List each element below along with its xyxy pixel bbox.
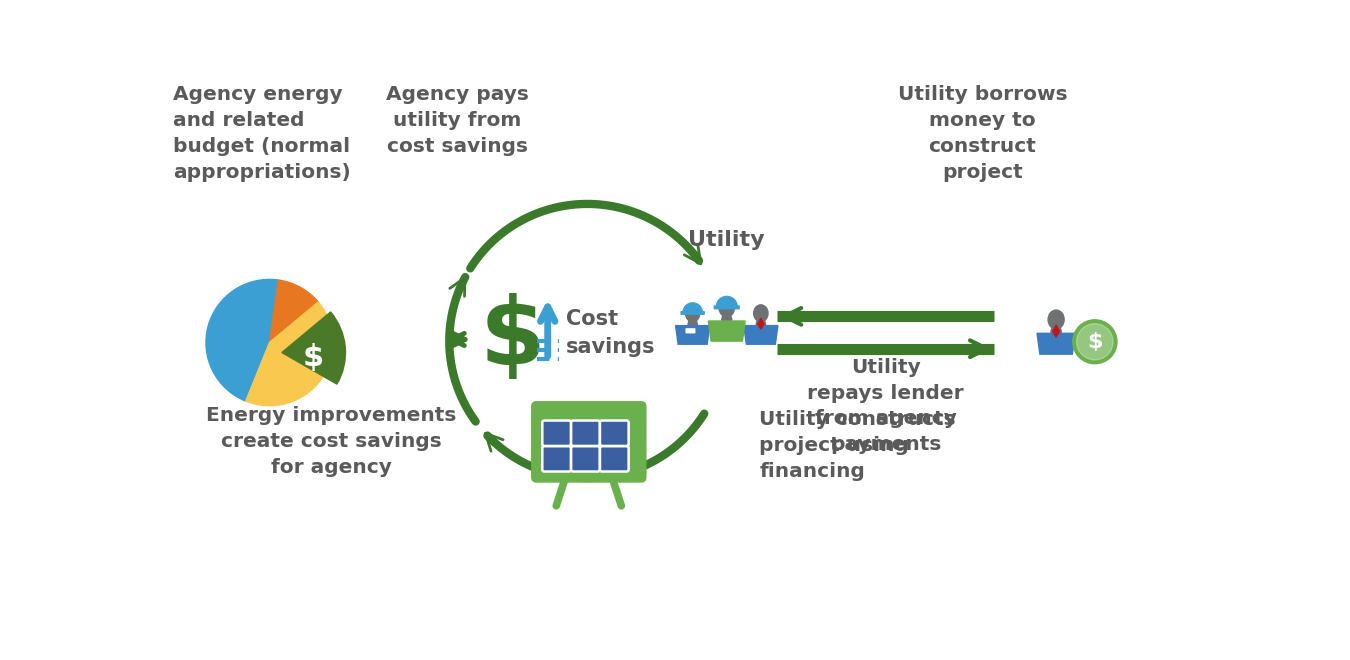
Ellipse shape <box>720 298 734 317</box>
Polygon shape <box>744 325 778 345</box>
FancyBboxPatch shape <box>571 446 599 471</box>
FancyBboxPatch shape <box>543 446 571 471</box>
Wedge shape <box>270 280 319 343</box>
Circle shape <box>1073 320 1116 364</box>
Polygon shape <box>709 321 745 341</box>
Polygon shape <box>756 321 765 325</box>
Polygon shape <box>757 318 764 329</box>
Polygon shape <box>688 321 698 325</box>
Text: Utility constructs
project using
financing: Utility constructs project using financi… <box>759 411 956 480</box>
Polygon shape <box>675 325 710 345</box>
Text: Agency pays
utility from
cost savings: Agency pays utility from cost savings <box>386 85 528 156</box>
Text: $: $ <box>479 294 545 385</box>
FancyBboxPatch shape <box>599 420 629 446</box>
Ellipse shape <box>753 305 768 322</box>
FancyBboxPatch shape <box>571 420 599 446</box>
FancyBboxPatch shape <box>543 420 571 446</box>
Text: Agency energy
and related
budget (normal
appropriations): Agency energy and related budget (normal… <box>173 85 351 182</box>
Wedge shape <box>683 303 702 312</box>
FancyBboxPatch shape <box>599 446 629 471</box>
Text: Cost
savings: Cost savings <box>567 310 656 357</box>
Wedge shape <box>282 312 346 384</box>
Wedge shape <box>717 296 737 307</box>
Circle shape <box>1077 323 1114 360</box>
Text: Utility: Utility <box>688 230 765 250</box>
Text: $: $ <box>1087 332 1103 352</box>
Text: Energy improvements
create cost savings
for agency: Energy improvements create cost savings … <box>207 407 456 477</box>
Polygon shape <box>722 316 732 320</box>
FancyBboxPatch shape <box>686 328 695 333</box>
Text: Utility
repays lender
from agency
payments: Utility repays lender from agency paymen… <box>807 358 964 454</box>
Ellipse shape <box>1048 310 1064 329</box>
Text: $: $ <box>302 343 324 372</box>
Wedge shape <box>246 302 333 406</box>
Text: Utility borrows
money to
construct
project: Utility borrows money to construct proje… <box>898 85 1068 182</box>
Ellipse shape <box>686 305 699 322</box>
FancyBboxPatch shape <box>680 311 705 315</box>
Wedge shape <box>207 279 278 401</box>
FancyBboxPatch shape <box>714 306 740 310</box>
Polygon shape <box>1037 333 1075 354</box>
Polygon shape <box>1053 325 1060 337</box>
Polygon shape <box>1050 328 1061 332</box>
FancyBboxPatch shape <box>531 401 647 482</box>
